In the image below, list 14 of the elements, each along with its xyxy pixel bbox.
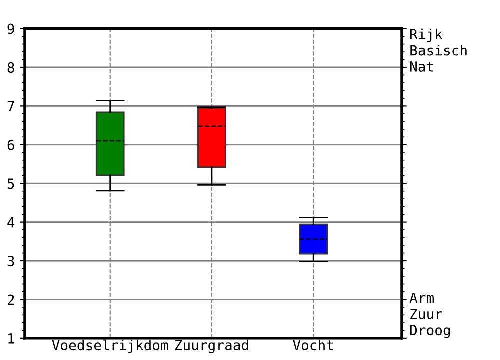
y-tick-label: 6 — [8, 140, 14, 150]
x-tick-label: Voedselrijkdom — [52, 340, 168, 354]
text: Rijk Basisch Nat — [410, 28, 467, 72]
x-tick-label: Zuurgraad — [175, 340, 248, 354]
x-tick-label: Vocht — [293, 340, 334, 351]
y-tick-label: 1 — [8, 334, 14, 344]
y-tick-label: 5 — [8, 178, 14, 190]
y-tick-label: 7 — [8, 101, 14, 112]
text: Arm Zuur Droog — [410, 292, 450, 338]
y-tick-label: 4 — [8, 217, 15, 228]
y-tick-label: 8 — [8, 62, 14, 74]
y-tick-label: 2 — [8, 294, 14, 306]
y-tick-label: 9 — [8, 24, 14, 34]
y-tick-label: 3 — [8, 256, 14, 267]
